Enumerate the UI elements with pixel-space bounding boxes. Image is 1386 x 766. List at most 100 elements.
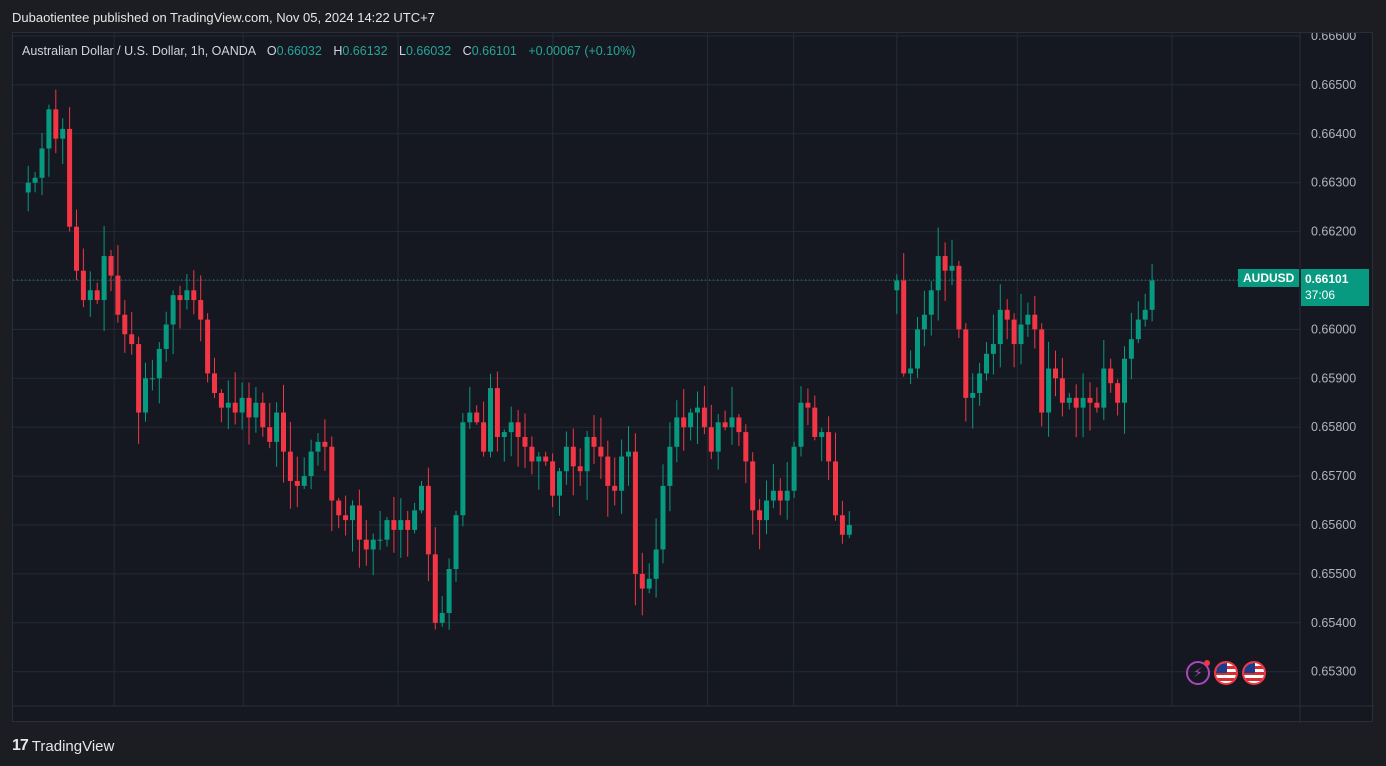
candle-body [32, 177, 38, 183]
candle-body [784, 490, 790, 501]
candle-body [928, 290, 934, 315]
candle-body [350, 505, 355, 521]
y-tick-label: 0.65300 [1311, 665, 1356, 679]
legend-open-label: O [266, 44, 277, 58]
candle-body [474, 412, 480, 423]
us-flag-icon[interactable] [1214, 661, 1238, 685]
candle-body [232, 402, 238, 413]
candle-body [722, 422, 728, 428]
candle-body [370, 539, 376, 550]
candle-body [839, 515, 845, 535]
x-tick-label: 6 [1168, 721, 1175, 723]
candle-body [356, 505, 362, 540]
bar-countdown: 37:06 [1305, 288, 1336, 302]
y-tick-label: 0.65700 [1311, 469, 1356, 483]
candle-body [522, 436, 528, 447]
candle-body [729, 417, 735, 428]
candle-body [267, 427, 273, 442]
candle-body [212, 373, 217, 393]
candle-body [460, 422, 466, 516]
candle-body [701, 407, 707, 428]
legend-low: 0.66032 [405, 44, 452, 58]
candle-body [577, 466, 583, 472]
candle-body [170, 295, 176, 325]
candle-body [915, 329, 920, 369]
candle-body [777, 490, 783, 501]
candle-body [177, 295, 183, 301]
candle-body [494, 388, 500, 437]
candle-body [550, 461, 556, 496]
chart-legend: Australian Dollar / U.S. Dollar, 1h, OAN… [22, 44, 635, 58]
candle-body [1094, 402, 1100, 408]
chart-area[interactable]: 0.66600 0.66500 0.66400 0.66300 0.66200 0.661… [12, 32, 1374, 723]
candle-body [446, 569, 452, 614]
candle-body [363, 539, 369, 550]
candle-body [101, 256, 107, 301]
tradingview-brand[interactable]: 17 TradingView [12, 737, 114, 755]
candle-body [605, 456, 611, 486]
bolt-icon[interactable]: ⚡ [1186, 660, 1210, 685]
legend-low-label: L [399, 44, 406, 58]
candle-body [315, 441, 321, 452]
candle-body [1053, 368, 1058, 379]
candle-body [412, 510, 418, 530]
candle-body [1108, 368, 1114, 384]
candle-body [674, 417, 680, 447]
last-price-value: 0.66101 [1305, 272, 1349, 286]
candle-body [432, 554, 438, 623]
candle-body [281, 412, 286, 452]
candle-body [921, 314, 927, 330]
legend-open: 0.66032 [276, 44, 322, 58]
candle-body [997, 309, 1003, 345]
y-tick-label: 0.66500 [1311, 78, 1356, 92]
tradingview-logo-icon: 17 [12, 737, 29, 754]
candle-body [205, 319, 211, 374]
candle-body [667, 446, 673, 486]
candle-body [770, 490, 776, 501]
candle-body [1115, 383, 1121, 403]
x-tick-label: 31 [546, 721, 560, 723]
candle-body [343, 515, 349, 521]
candle-body [481, 422, 487, 452]
y-tick-label: 0.66300 [1311, 176, 1356, 190]
candlestick-chart[interactable]: 0.66600 0.66500 0.66400 0.66300 0.66200 0.661… [13, 33, 1374, 723]
candle-body [646, 578, 652, 589]
candle-body [439, 613, 445, 623]
candle-body [894, 280, 900, 291]
candle-body [846, 525, 852, 535]
candle-body [798, 402, 804, 447]
candle-body [94, 290, 100, 301]
candle-body [660, 485, 666, 550]
candle-body [253, 402, 259, 418]
candle-body [322, 441, 328, 447]
candle-body [1011, 319, 1017, 345]
candle-body [708, 427, 714, 452]
candle-body [908, 368, 914, 374]
candle-body [405, 520, 411, 530]
candle-body [67, 128, 73, 227]
candle-body [1025, 314, 1031, 325]
candle-body [488, 388, 493, 452]
candle-body [53, 109, 59, 139]
candle-body [591, 436, 597, 447]
candle-body [632, 451, 638, 574]
candle-body [198, 300, 204, 320]
us-flag-icon[interactable] [1242, 661, 1266, 685]
y-tick-label: 0.66600 [1311, 33, 1356, 43]
candle-body [584, 436, 590, 472]
candle-body [570, 446, 576, 467]
candle-body [218, 392, 224, 408]
candle-body [453, 515, 459, 570]
candle-body [963, 329, 969, 398]
candle-body [108, 256, 114, 276]
candle-body [1122, 358, 1127, 403]
candle-body [942, 256, 948, 271]
candle-body [122, 314, 128, 335]
candle-body [563, 446, 569, 472]
candle-body [681, 417, 687, 428]
candle-body [1004, 309, 1010, 320]
candle-body [143, 378, 148, 413]
candle-body [508, 422, 514, 433]
candle-body [156, 348, 162, 379]
y-tick-label: 0.66400 [1311, 127, 1356, 141]
